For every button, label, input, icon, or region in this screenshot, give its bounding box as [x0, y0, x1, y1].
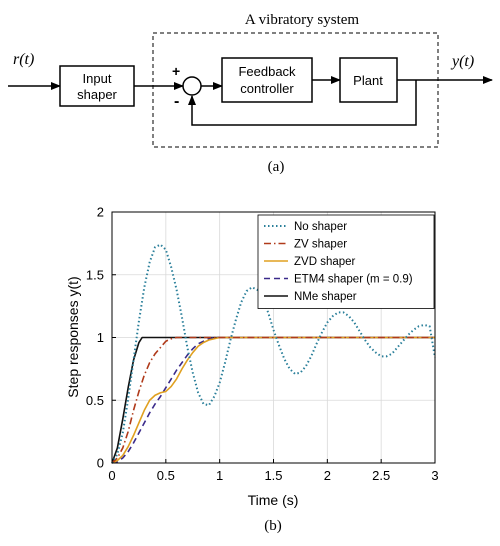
x-tick-label: 2	[324, 468, 331, 483]
legend: No shaper ZV shaper ZVD shaper ETM4 shaper …	[257, 214, 435, 309]
legend-label-0: No shaper	[294, 221, 347, 233]
controller-label-1: Feedback	[238, 64, 296, 79]
caption-a: (a)	[268, 159, 285, 175]
x-tick-label: 1	[216, 468, 223, 483]
series-line-1	[111, 336, 435, 464]
feedback-path	[188, 80, 417, 126]
summing-junction	[182, 76, 202, 96]
sum-minus-sign: -	[174, 93, 179, 110]
plant-block	[339, 57, 398, 103]
legend-label-2: ZVD shaper	[294, 256, 356, 268]
system-title: A vibratory system	[245, 12, 359, 28]
sum-plus-sign: +	[172, 63, 180, 79]
series-layer	[111, 243, 436, 464]
series-line-3	[111, 336, 435, 464]
input-shaper-label-1: Input	[83, 71, 112, 86]
legend-label-1: ZV shaper	[294, 239, 347, 251]
y-tick-label: 1.5	[86, 267, 104, 282]
y-axis-label: Step responses y(t)	[65, 276, 81, 397]
y-tick-label: 0.5	[86, 393, 104, 408]
caption-b: (b)	[264, 518, 282, 534]
vibratory-system-boundary	[152, 32, 439, 148]
output-label: y(t)	[450, 53, 474, 70]
x-tick-label: 3	[431, 468, 438, 483]
x-tick-label: 2.5	[372, 468, 390, 483]
series-line-2	[111, 336, 435, 464]
x-axis-label: Time (s)	[248, 492, 299, 508]
input-shaper-label-2: shaper	[77, 87, 117, 102]
y-tick-label: 1	[97, 330, 104, 345]
input-label: r(t)	[13, 51, 34, 68]
axis-ticks: 0 0.5 1 1.5 2 2.5 3 0 0.5 1 1.5 2	[86, 205, 439, 484]
plant-label: Plant	[353, 73, 383, 88]
x-tick-label: 0	[108, 468, 115, 483]
block-diagram: A vibratory system r(t) Input shaper + -…	[8, 12, 493, 175]
series-line-0	[111, 243, 436, 464]
x-tick-label: 0.5	[157, 468, 175, 483]
feedback-controller-block	[221, 57, 313, 103]
step-response-chart: 0 0.5 1 1.5 2 2.5 3 0 0.5 1 1.5 2 No shaper ZV shape…	[65, 205, 439, 535]
x-tick-label: 1.5	[264, 468, 282, 483]
legend-label-3: ETM4 shaper (m = 0.9)	[294, 274, 413, 286]
y-tick-label: 0	[97, 456, 104, 471]
legend-label-4: NMe shaper	[294, 291, 357, 303]
controller-label-2: controller	[240, 81, 294, 96]
series-line-4	[111, 336, 435, 464]
y-tick-label: 2	[97, 205, 104, 220]
